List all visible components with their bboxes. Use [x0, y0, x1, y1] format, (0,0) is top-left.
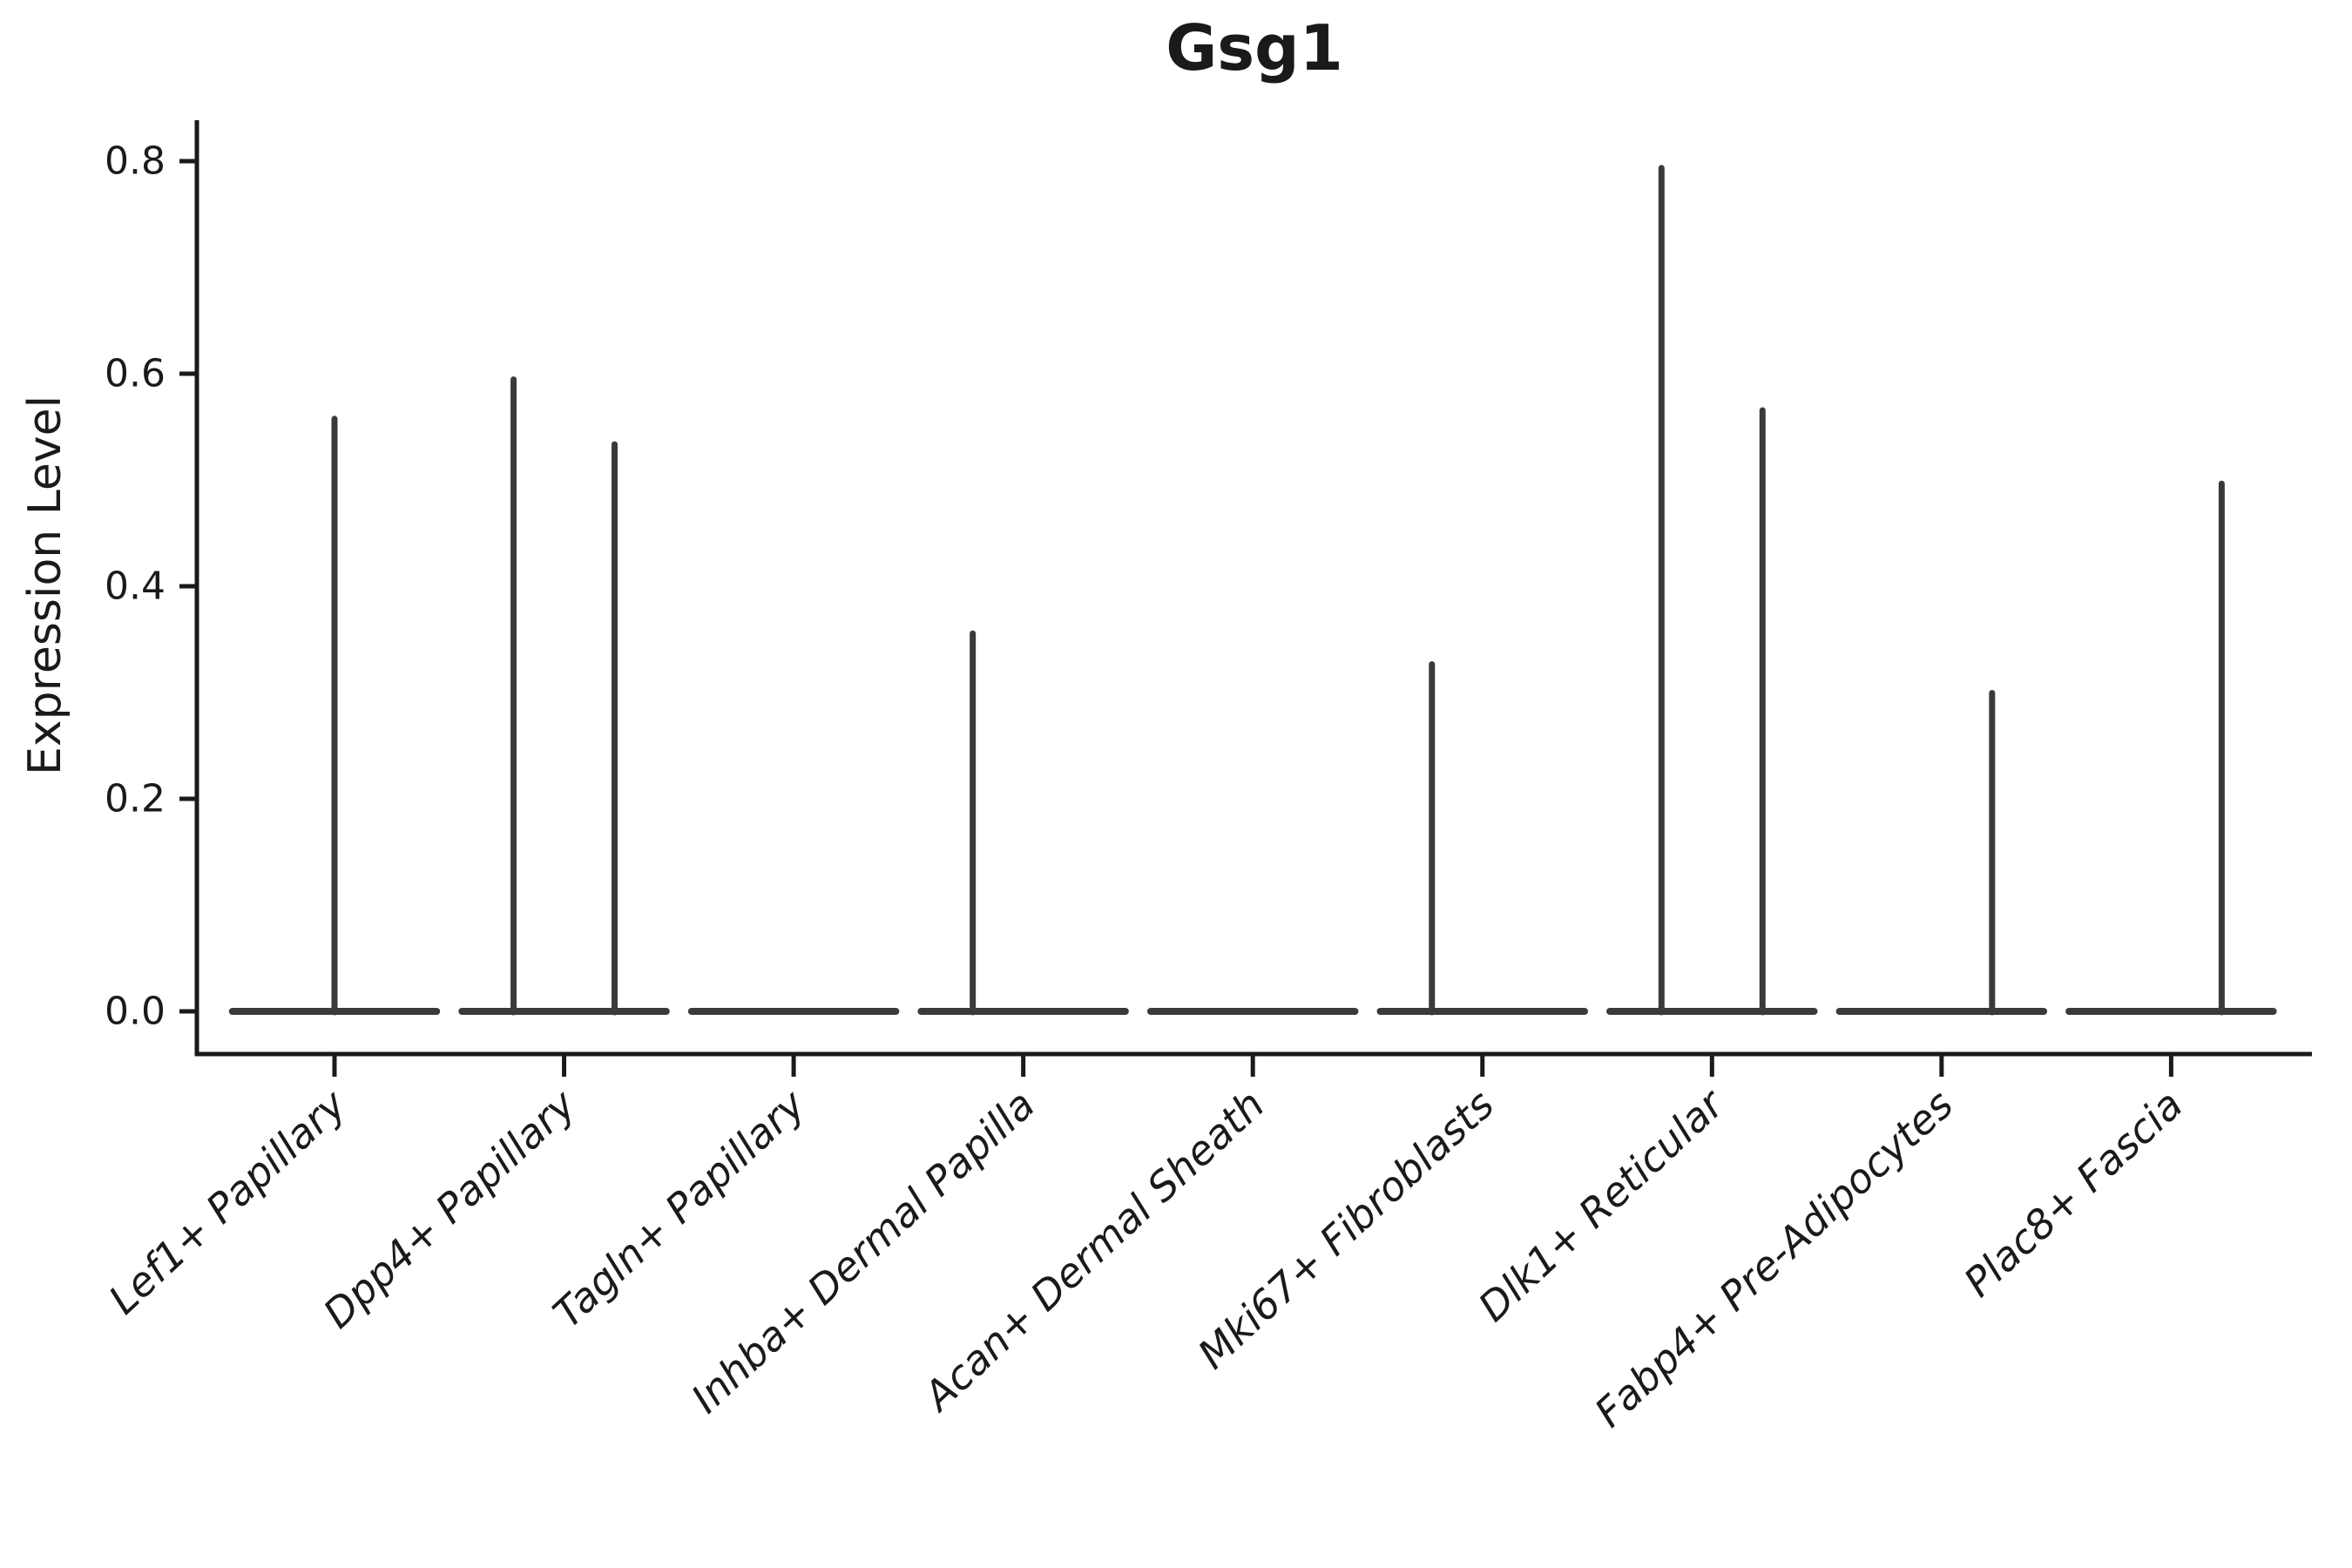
- y-tick-label: 0.2: [105, 777, 166, 821]
- x-tick-label: Tagln+ Papillary: [544, 1080, 815, 1337]
- y-tick-label: 0.6: [105, 352, 166, 396]
- x-tick-label: Plac8+ Fascia: [1955, 1081, 2192, 1307]
- x-tick-label: Dpp4+ Papillary: [314, 1080, 585, 1337]
- y-tick-label: 0.0: [105, 990, 166, 1034]
- y-tick-label: 0.4: [105, 564, 166, 609]
- y-tick-label: 0.8: [105, 139, 166, 184]
- x-tick-label: Lef1+ Papillary: [99, 1080, 355, 1323]
- chart-title: Gsg1: [1166, 11, 1343, 84]
- x-tick-label: Dlk1+ Reticular: [1470, 1078, 1734, 1330]
